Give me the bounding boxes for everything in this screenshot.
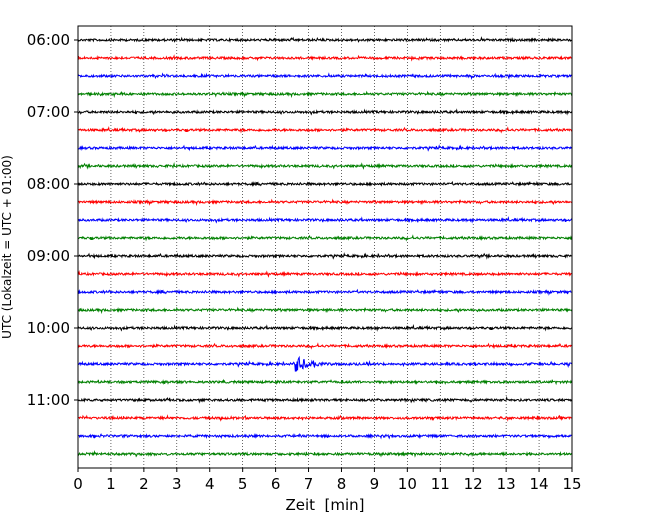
trace-1115 — [77, 414, 573, 422]
plot-frame — [77, 25, 573, 469]
x-tick-label: 4 — [205, 475, 215, 493]
x-axis: 0 1 2 3 4 5 6 7 8 9 10 11 12 13 14 15 — [73, 468, 582, 493]
y-axis-label: UTC (Lokalzeit = UTC + 01:00) — [0, 155, 14, 339]
trace-0630 — [77, 72, 573, 81]
trace-1015 — [77, 342, 573, 350]
trace-0900 — [77, 252, 573, 260]
x-tick-label: 14 — [530, 475, 549, 493]
trace-0600 — [77, 36, 573, 43]
x-tick-label: 8 — [337, 475, 347, 493]
x-tick-label: 5 — [238, 475, 248, 493]
x-tick-label: 15 — [562, 475, 581, 493]
trace-1145 — [77, 449, 573, 458]
x-tick-label: 9 — [370, 475, 380, 493]
x-axis-label: Zeit [min] — [285, 496, 364, 514]
traces — [77, 36, 573, 458]
trace-0730 — [77, 144, 573, 152]
trace-0915 — [77, 269, 573, 278]
y-axis: 06:00 07:00 08:00 09:00 10:00 11:00 — [27, 31, 78, 409]
trace-0700 — [77, 108, 573, 116]
x-tick-label: 3 — [172, 475, 182, 493]
trace-1000 — [77, 323, 573, 332]
y-tick-label: 06:00 — [27, 31, 70, 49]
x-tick-label: 13 — [497, 475, 516, 493]
trace-1045 — [77, 378, 573, 386]
y-tick-label: 11:00 — [27, 391, 70, 409]
trace-0845 — [77, 234, 573, 242]
trace-0745 — [77, 161, 573, 170]
trace-0615 — [77, 54, 573, 62]
x-tick-label: 10 — [398, 475, 417, 493]
x-tick-label: 7 — [304, 475, 314, 493]
trace-0830 — [77, 215, 573, 224]
trace-1100 — [77, 395, 573, 404]
trace-0645 — [77, 90, 573, 99]
x-tick-label: 2 — [139, 475, 149, 493]
x-tick-label: 0 — [73, 475, 83, 493]
x-tick-label: 6 — [271, 475, 281, 493]
trace-0945 — [77, 306, 573, 315]
trace-1030 — [77, 355, 573, 372]
y-tick-label: 10:00 — [27, 319, 70, 337]
x-tick-label: 1 — [106, 475, 116, 493]
trace-0930 — [77, 288, 573, 296]
trace-0815 — [77, 198, 573, 207]
trace-1130 — [77, 433, 573, 440]
y-tick-label: 07:00 — [27, 103, 70, 121]
x-tick-label: 11 — [431, 475, 450, 493]
y-tick-label: 09:00 — [27, 247, 70, 265]
y-tick-label: 08:00 — [27, 175, 70, 193]
x-tick-label: 12 — [464, 475, 483, 493]
plot-background — [78, 26, 572, 468]
trace-0715 — [77, 125, 573, 134]
trace-0800 — [77, 180, 573, 188]
